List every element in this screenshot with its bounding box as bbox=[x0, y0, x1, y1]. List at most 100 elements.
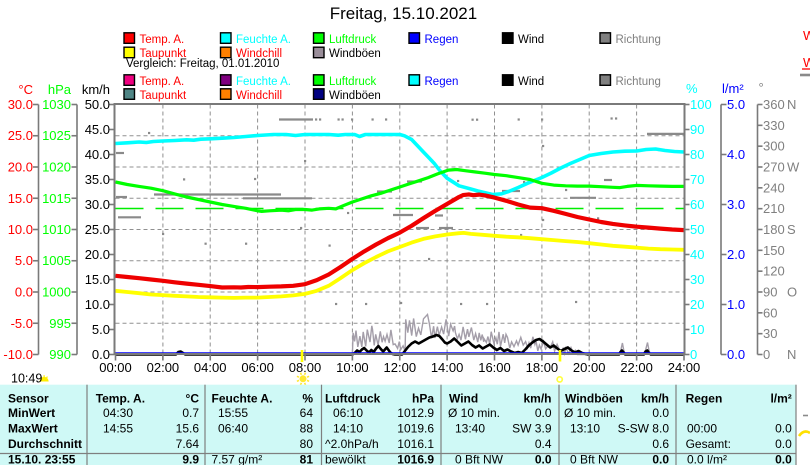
svg-text:22:00: 22:00 bbox=[620, 360, 653, 375]
svg-text:Wind: Wind bbox=[518, 76, 544, 88]
svg-text:l/m²: l/m² bbox=[722, 81, 744, 96]
svg-text:180: 180 bbox=[763, 222, 785, 237]
svg-text:15:55: 15:55 bbox=[218, 406, 248, 420]
svg-text:Ø 10 min.: Ø 10 min. bbox=[564, 406, 616, 420]
svg-text:Luftdruck: Luftdruck bbox=[325, 392, 381, 406]
svg-text:-5.0: -5.0 bbox=[11, 316, 33, 331]
svg-text:10:49: 10:49 bbox=[11, 372, 42, 386]
svg-text:1.0: 1.0 bbox=[727, 297, 745, 312]
svg-text:W: W bbox=[803, 28, 810, 43]
svg-text:0.0: 0.0 bbox=[727, 347, 745, 362]
svg-text:0.0: 0.0 bbox=[535, 406, 552, 420]
svg-text:64: 64 bbox=[300, 406, 314, 420]
svg-text:1010: 1010 bbox=[42, 222, 71, 237]
svg-text:Windchill: Windchill bbox=[236, 48, 282, 60]
svg-text:Ø 10 min.: Ø 10 min. bbox=[448, 406, 500, 420]
svg-text:0 Bft NW: 0 Bft NW bbox=[570, 453, 619, 465]
svg-text:Temp. A.: Temp. A. bbox=[140, 34, 185, 46]
svg-text:70: 70 bbox=[690, 172, 704, 187]
svg-text:hPa: hPa bbox=[412, 392, 434, 406]
svg-text:Feuchte A.: Feuchte A. bbox=[236, 76, 291, 88]
svg-text:210: 210 bbox=[763, 201, 785, 216]
svg-text:18:00: 18:00 bbox=[526, 360, 559, 375]
svg-text:Windböen: Windböen bbox=[329, 90, 381, 102]
svg-text:0.0 l/m²: 0.0 l/m² bbox=[687, 453, 727, 465]
svg-text:30.0: 30.0 bbox=[8, 97, 33, 112]
svg-text:Gesamt:: Gesamt: bbox=[686, 437, 731, 451]
svg-text:Luftdruck: Luftdruck bbox=[329, 34, 377, 46]
svg-text:120: 120 bbox=[763, 264, 785, 279]
svg-text:bewölkt: bewölkt bbox=[325, 453, 366, 465]
svg-text:Feuchte A.: Feuchte A. bbox=[212, 392, 273, 406]
svg-text:Feuchte A.: Feuchte A. bbox=[236, 34, 291, 46]
svg-text:270: 270 bbox=[763, 160, 785, 175]
svg-text:Luftdruck: Luftdruck bbox=[329, 76, 377, 88]
svg-text:12:00: 12:00 bbox=[384, 360, 417, 375]
svg-text:0 Bft NW: 0 Bft NW bbox=[455, 453, 504, 465]
svg-text:13:10: 13:10 bbox=[570, 422, 600, 436]
svg-text:15.6: 15.6 bbox=[176, 422, 200, 436]
svg-text:1016.9: 1016.9 bbox=[397, 453, 434, 465]
svg-text:2.0: 2.0 bbox=[727, 247, 745, 262]
svg-text:Windchill: Windchill bbox=[236, 90, 282, 102]
svg-text:1000: 1000 bbox=[42, 285, 71, 300]
svg-text:Richtung: Richtung bbox=[616, 34, 661, 46]
svg-text:-10.0: -10.0 bbox=[3, 347, 33, 362]
svg-text:hPa: hPa bbox=[48, 82, 72, 97]
svg-text:Regen: Regen bbox=[425, 76, 459, 88]
svg-text:l/m²: l/m² bbox=[770, 392, 791, 406]
svg-text:15.10. 23:55: 15.10. 23:55 bbox=[8, 453, 76, 465]
svg-text:360: 360 bbox=[763, 97, 785, 112]
svg-text:100: 100 bbox=[690, 97, 712, 112]
svg-text:0.0: 0.0 bbox=[652, 406, 669, 420]
svg-text:15.0: 15.0 bbox=[85, 272, 110, 287]
svg-text:30.0: 30.0 bbox=[85, 197, 110, 212]
svg-text:3.0: 3.0 bbox=[727, 197, 745, 212]
svg-text:20.0: 20.0 bbox=[8, 160, 33, 175]
svg-text:0: 0 bbox=[690, 347, 697, 362]
svg-text:150: 150 bbox=[763, 243, 785, 258]
svg-text:25.0: 25.0 bbox=[8, 128, 33, 143]
svg-text:0.0: 0.0 bbox=[92, 347, 110, 362]
svg-text:Temp. A.: Temp. A. bbox=[140, 76, 185, 88]
svg-text:SW 3.9: SW 3.9 bbox=[512, 422, 552, 436]
svg-text:14:10: 14:10 bbox=[333, 422, 363, 436]
svg-text:N: N bbox=[787, 347, 796, 362]
svg-text:9.9: 9.9 bbox=[182, 453, 199, 465]
svg-text:Temp. A.: Temp. A. bbox=[96, 392, 145, 406]
svg-text:14:00: 14:00 bbox=[431, 360, 464, 375]
svg-text:20.0: 20.0 bbox=[85, 247, 110, 262]
svg-text:06:40: 06:40 bbox=[218, 422, 248, 436]
svg-text:15.0: 15.0 bbox=[8, 191, 33, 206]
svg-text:W: W bbox=[803, 55, 810, 70]
svg-text:10.0: 10.0 bbox=[8, 222, 33, 237]
svg-text:30: 30 bbox=[690, 272, 704, 287]
svg-text:45.0: 45.0 bbox=[85, 122, 110, 137]
svg-text:7.64: 7.64 bbox=[176, 437, 200, 451]
svg-text:16:00: 16:00 bbox=[478, 360, 511, 375]
svg-text:1020: 1020 bbox=[42, 160, 71, 175]
svg-text:Regen: Regen bbox=[686, 392, 723, 406]
svg-text:Regen: Regen bbox=[425, 34, 459, 46]
svg-text:Vergleich: Freitag, 01.01.2010: Vergleich: Freitag, 01.01.2010 bbox=[126, 58, 279, 70]
svg-text:°: ° bbox=[759, 80, 764, 95]
svg-text:10:00: 10:00 bbox=[336, 360, 369, 375]
svg-text:04:00: 04:00 bbox=[194, 360, 227, 375]
svg-text:5.0: 5.0 bbox=[92, 322, 110, 337]
svg-text:90: 90 bbox=[763, 285, 777, 300]
svg-text:04:30: 04:30 bbox=[103, 406, 133, 420]
svg-text:50: 50 bbox=[690, 222, 704, 237]
svg-text:10.0: 10.0 bbox=[85, 297, 110, 312]
svg-text:Freitag, 15.10.2021: Freitag, 15.10.2021 bbox=[330, 4, 477, 23]
svg-text:W: W bbox=[787, 160, 800, 175]
svg-text:Taupunkt: Taupunkt bbox=[140, 48, 187, 60]
svg-text:0.0: 0.0 bbox=[15, 285, 33, 300]
svg-text:40: 40 bbox=[690, 247, 704, 262]
svg-text:1015: 1015 bbox=[42, 191, 71, 206]
svg-text:50.0: 50.0 bbox=[85, 97, 110, 112]
svg-text:13:40: 13:40 bbox=[455, 422, 485, 436]
svg-text:00:00: 00:00 bbox=[687, 422, 717, 436]
svg-text:1016.1: 1016.1 bbox=[397, 437, 434, 451]
svg-text:1025: 1025 bbox=[42, 128, 71, 143]
svg-text:0: 0 bbox=[763, 347, 770, 362]
